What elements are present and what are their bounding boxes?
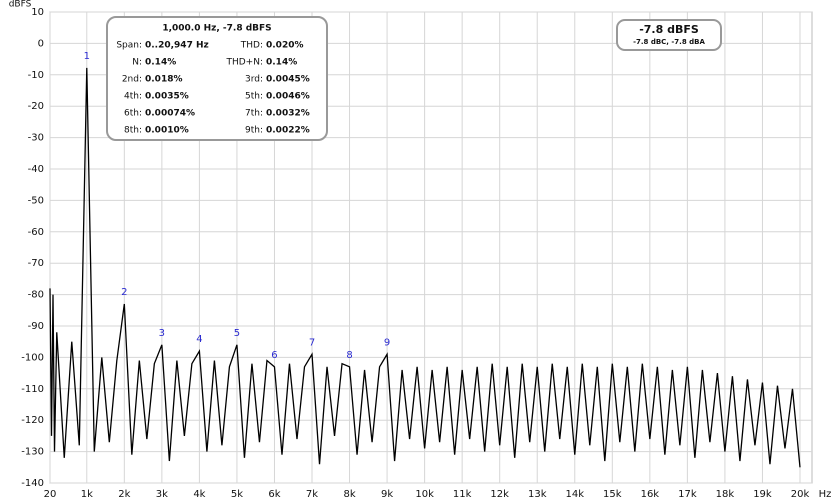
stat-label: THD:	[240, 41, 263, 51]
info-box: 1,000.0 Hz, -7.8 dBFS Span: 0..20,947 Hz TH…	[106, 16, 328, 141]
y-tick-label: -130	[21, 447, 44, 458]
x-tick-label: 2k	[118, 489, 130, 500]
stat-label: 5th:	[245, 92, 263, 102]
harmonic-marker: 8	[346, 350, 352, 361]
stat-label: 4th:	[124, 92, 142, 102]
x-tick-label: 18k	[716, 489, 735, 500]
x-tick-label: 5k	[231, 489, 243, 500]
x-tick-label: 11k	[453, 489, 472, 500]
y-tick-label: -70	[28, 258, 44, 269]
x-tick-label: 1k	[81, 489, 93, 500]
stat-value: 0..20,947 Hz	[145, 41, 209, 51]
x-tick-label: 6k	[268, 489, 280, 500]
stat-label: 6th:	[124, 109, 142, 119]
harmonic-marker: 7	[309, 337, 315, 348]
y-tick-label: -60	[28, 227, 44, 238]
stat-label: N:	[132, 58, 142, 68]
stat-label: Span:	[116, 41, 142, 51]
x-tick-label: 12k	[490, 489, 509, 500]
y-tick-label: -90	[28, 321, 44, 332]
harmonic-marker: 1	[84, 51, 90, 62]
y-tick-label: -110	[21, 384, 44, 395]
x-axis-label: Hz	[819, 489, 832, 500]
x-tick-label: 7k	[306, 489, 318, 500]
spectrum-line	[49, 67, 801, 468]
x-tick-label: 13k	[528, 489, 547, 500]
y-tick-label: -120	[21, 415, 44, 426]
level-box-frame	[616, 19, 722, 51]
y-tick-label: -50	[28, 195, 44, 206]
x-tick-label: 9k	[381, 489, 393, 500]
level-box: -7.8 dBFS -7.8 dBC, -7.8 dBA	[616, 19, 722, 51]
stat-value: 0.020%	[266, 41, 304, 51]
stat-value: 0.018%	[145, 75, 183, 85]
stat-value: 0.00074%	[145, 109, 195, 119]
stat-value: 0.0032%	[266, 109, 310, 119]
harmonic-marker: 2	[121, 287, 127, 298]
y-tick-label: 10	[31, 7, 44, 18]
y-tick-label: -10	[28, 70, 44, 81]
stat-value: 0.0035%	[145, 92, 189, 102]
x-tick-label: 17k	[678, 489, 697, 500]
x-tick-label: 15k	[603, 489, 622, 500]
stat-label: 2nd:	[122, 75, 142, 85]
info-box-title: 1,000.0 Hz, -7.8 dBFS	[162, 24, 271, 34]
level-title: -7.8 dBFS	[639, 23, 699, 36]
y-axis-label: dBFS	[9, 0, 32, 10]
x-tick-label: 8k	[343, 489, 355, 500]
harmonic-marker: 5	[234, 328, 240, 339]
y-tick-label: -140	[21, 478, 44, 489]
y-tick-label: -30	[28, 133, 44, 144]
harmonic-marker: 4	[196, 334, 202, 345]
y-tick-label: -20	[28, 101, 44, 112]
y-tick-label: -100	[21, 352, 44, 363]
x-tick-label: 14k	[566, 489, 585, 500]
x-tick-label: 20k	[791, 489, 810, 500]
level-subtitle: -7.8 dBC, -7.8 dBA	[633, 38, 705, 46]
info-box-frame	[106, 16, 328, 141]
stat-value: 0.14%	[145, 58, 176, 68]
x-tick-label: 4k	[193, 489, 205, 500]
stat-value: 0.14%	[266, 58, 297, 68]
y-tick-label: -80	[28, 290, 44, 301]
x-tick-label: 19k	[753, 489, 772, 500]
stat-value: 0.0046%	[266, 92, 310, 102]
x-tick-label: 10k	[415, 489, 434, 500]
x-tick-label: 3k	[156, 489, 168, 500]
x-tick-label: 16k	[641, 489, 660, 500]
harmonic-marker: 9	[384, 337, 390, 348]
stat-label: 3rd:	[245, 75, 263, 85]
stat-label: THD+N:	[225, 58, 263, 68]
stat-label: 9th:	[245, 126, 263, 136]
y-tick-label: -40	[28, 164, 44, 175]
harmonic-marker: 6	[271, 350, 277, 361]
y-tick-label: 0	[38, 38, 44, 49]
stat-value: 0.0010%	[145, 126, 189, 136]
stat-label: 7th:	[245, 109, 263, 119]
harmonic-marker: 3	[159, 328, 165, 339]
stat-value: 0.0022%	[266, 126, 310, 136]
stat-value: 0.0045%	[266, 75, 310, 85]
grid	[49, 11, 812, 484]
x-tick-label: 20	[44, 489, 57, 500]
stat-label: 8th:	[124, 126, 142, 136]
